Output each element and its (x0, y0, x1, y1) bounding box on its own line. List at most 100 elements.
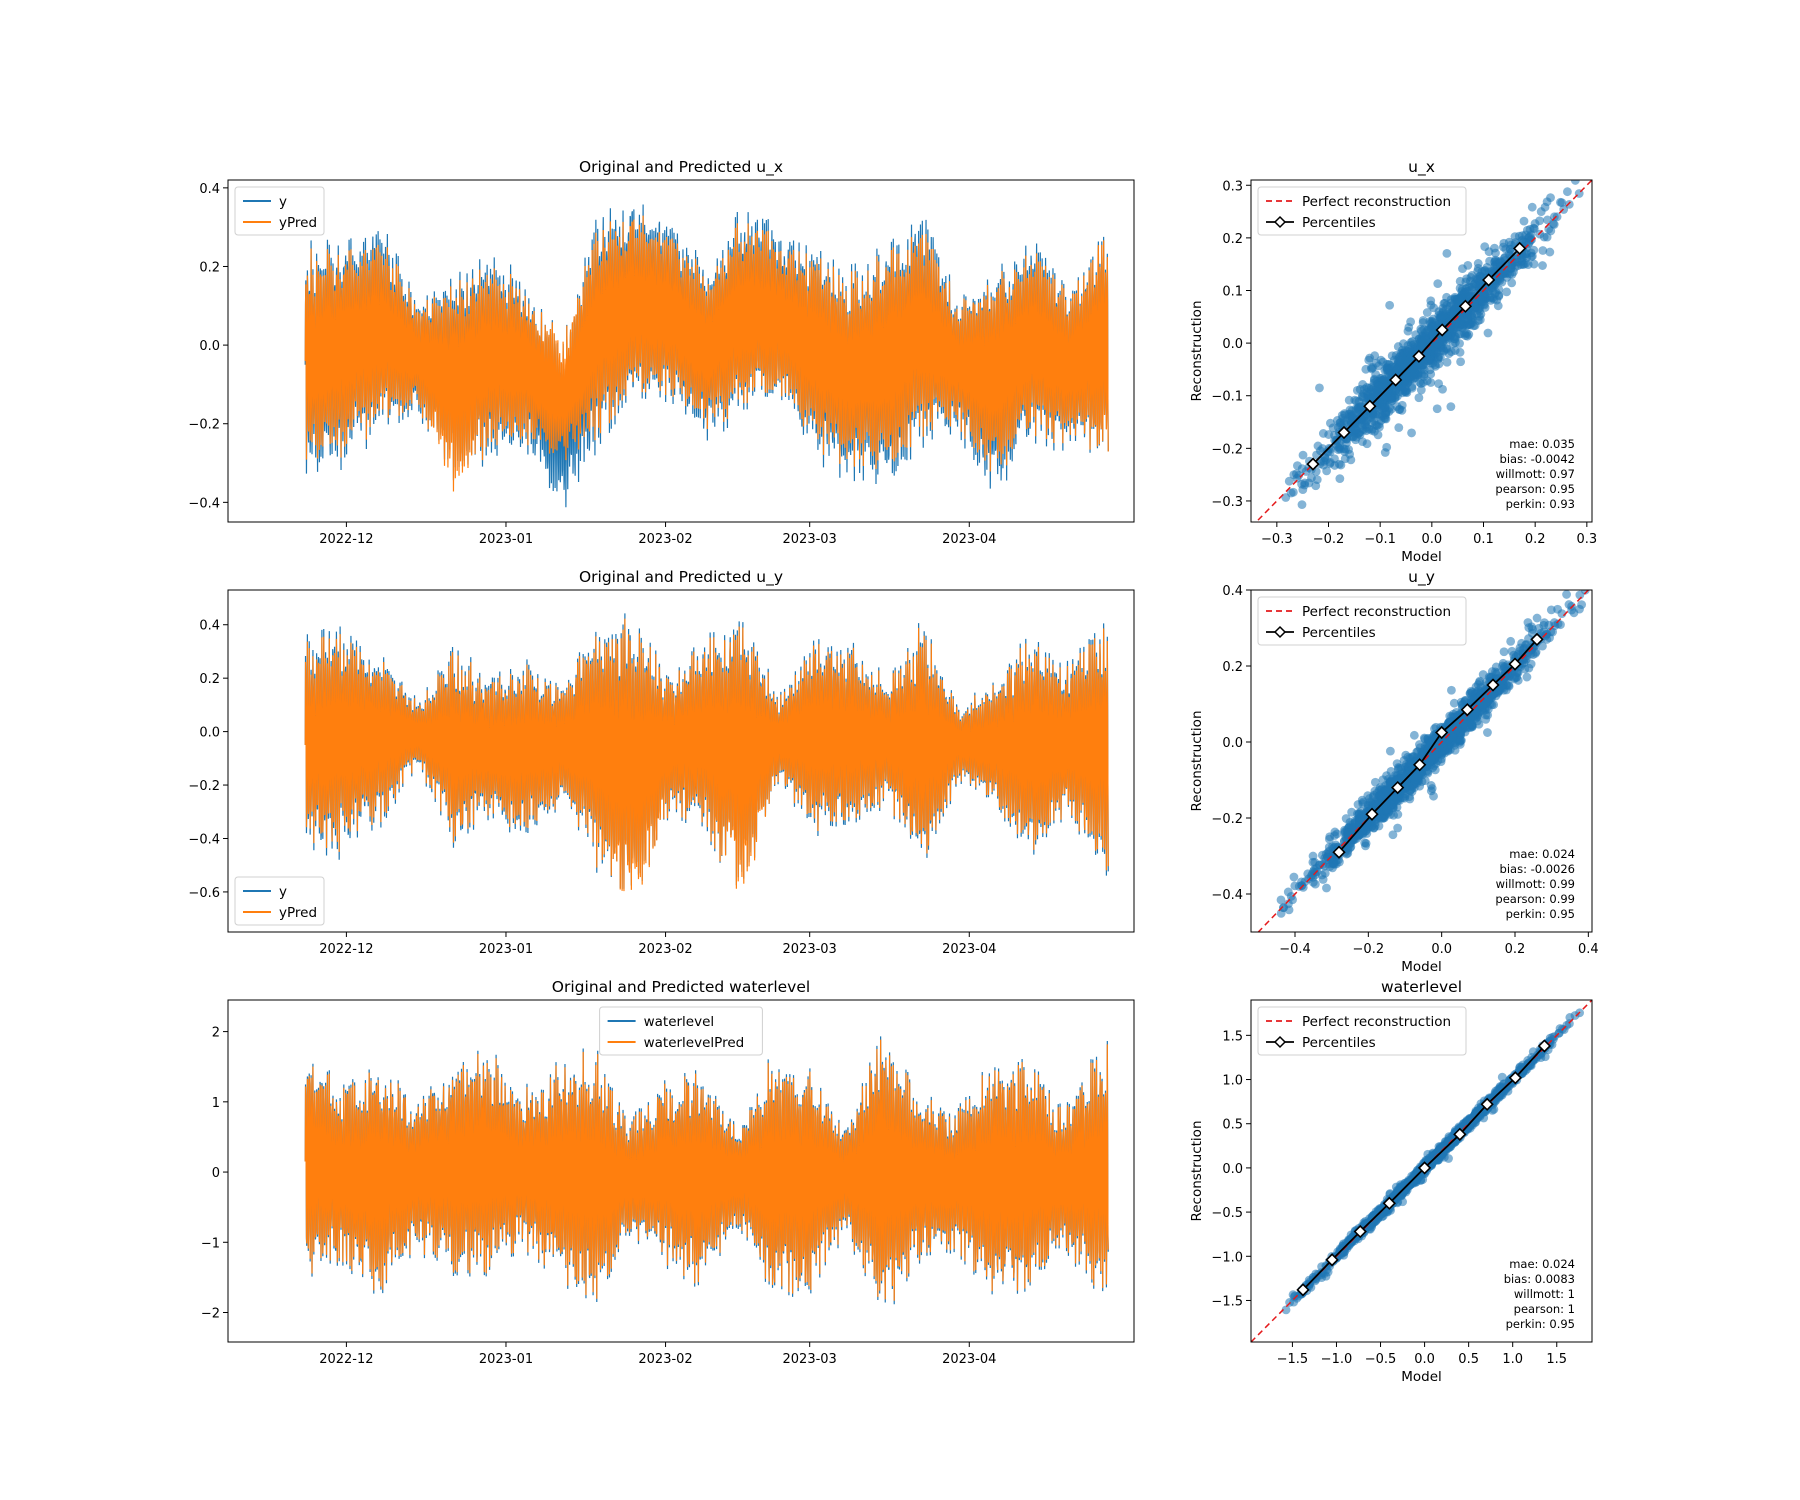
scatter-point (1455, 276, 1465, 286)
percentile-marker (1480, 1097, 1494, 1111)
percentile-marker (1337, 425, 1351, 440)
scatter-point (1449, 698, 1459, 708)
legend-label: yPred (279, 905, 317, 921)
scatter-point (1491, 287, 1501, 297)
scatter-point (1467, 687, 1477, 697)
timeseries-panel-1: 2022-12 2023-01 2023-02 2023-03 2023-04 −0.6 −… (188, 568, 1135, 957)
scatter-point (1517, 638, 1526, 648)
scatter-point (1289, 872, 1299, 882)
timeseries-panel-0: 2022-12 2023-01 2023-02 2023-03 2023-04 −0.4 −… (188, 158, 1135, 547)
stat-text: bias: 0.0083 (1504, 1272, 1575, 1286)
scatter-point (1376, 411, 1386, 421)
scatter-point (1363, 791, 1373, 801)
scatter-point (1538, 246, 1548, 255)
y-tick-label: 0 (212, 1166, 220, 1181)
percentile-marker (1453, 1127, 1467, 1141)
series-line-waterlevelPred (304, 1039, 1109, 1301)
y-tick-label: 0.4 (199, 619, 220, 634)
y-tick-label: −1.5 (1211, 1294, 1243, 1309)
scatter-point (1323, 848, 1333, 858)
scatter-point (1450, 334, 1460, 344)
percentile-marker (1382, 1196, 1396, 1210)
x-tick-label: 2023-01 (479, 532, 533, 547)
scatter-point (1364, 355, 1374, 365)
chart-title: waterlevel (1381, 978, 1462, 996)
scatter-point (1315, 383, 1324, 393)
percentile-marker (1332, 845, 1346, 859)
plot-frame (1250, 589, 1593, 933)
scatter-point (1298, 450, 1308, 460)
x-axis-label: Model (1401, 549, 1442, 565)
scatter-point (1290, 881, 1300, 891)
series-line-yPred (304, 618, 1109, 892)
scatter-point (1420, 333, 1430, 343)
scatter-point (1380, 402, 1390, 412)
scatter-point (1382, 805, 1391, 815)
y-tick-label: 0.0 (199, 726, 220, 741)
legend: Perfect reconstruction Percentiles (1257, 1006, 1467, 1056)
scatter-point (1430, 360, 1440, 370)
percentile-marker (1296, 1283, 1310, 1297)
scatter-point (1426, 781, 1436, 790)
y-tick-label: −0.2 (1211, 442, 1243, 457)
scatter-point (1401, 385, 1410, 395)
scatter-point (1414, 393, 1424, 403)
scatter-point (1393, 342, 1403, 351)
scatter-point (1539, 620, 1549, 630)
scatter-point (1348, 1233, 1358, 1242)
scatter-point (1518, 252, 1528, 262)
legend-label: Perfect reconstruction (1302, 604, 1451, 620)
scatter-point (1527, 235, 1536, 245)
scatter-point (1433, 279, 1443, 289)
scatter-point (1347, 807, 1357, 817)
y-tick-label: 0.2 (1222, 232, 1243, 247)
scatter-point (1465, 320, 1475, 330)
scatter-point (1441, 1144, 1451, 1154)
scatter-point (1333, 445, 1343, 455)
y-tick-label: −0.6 (188, 886, 220, 901)
percentile-marker (1389, 373, 1403, 387)
scatter-point (1543, 215, 1552, 225)
scatter-point (1320, 868, 1330, 878)
y-tick-label: −1.0 (1211, 1250, 1243, 1265)
scatter-point (1362, 439, 1372, 449)
scatter-point (1385, 746, 1395, 756)
stat-text: pearson: 0.95 (1495, 482, 1575, 496)
scatter-point (1456, 357, 1466, 367)
x-tick-label: 2023-02 (638, 1352, 692, 1367)
percentile-marker (1365, 807, 1379, 821)
x-tick-label: 2022-12 (319, 942, 373, 957)
y-tick-label: −2 (201, 1307, 220, 1322)
scatter-point (1409, 730, 1419, 740)
scatter-point (1330, 827, 1340, 837)
x-tick-label: −0.1 (1364, 532, 1396, 547)
legend-marker (1273, 215, 1287, 229)
x-tick-label: 0.3 (1576, 532, 1597, 547)
scatter-point (1499, 647, 1509, 657)
scatter-point (1483, 328, 1493, 338)
scatter-point (1388, 830, 1398, 840)
scatter-point (1492, 295, 1502, 305)
stat-text: perkin: 0.95 (1506, 907, 1575, 921)
scatter-point (1456, 736, 1466, 746)
x-tick-label: −1.0 (1321, 1352, 1353, 1367)
scatter-point (1358, 797, 1368, 807)
scatter-point (1452, 724, 1462, 734)
percentile-marker (1325, 1253, 1339, 1267)
scatter-point (1382, 771, 1391, 780)
y-axis-label: Reconstruction (1189, 710, 1205, 811)
stat-text: bias: -0.0026 (1500, 862, 1575, 876)
x-tick-label: 0.2 (1525, 532, 1546, 547)
scatter-point (1527, 1052, 1537, 1062)
x-tick-label: 2023-03 (783, 942, 837, 957)
stat-text: pearson: 0.99 (1495, 892, 1575, 906)
scatter-point (1313, 441, 1323, 451)
stat-text: willmott: 1 (1514, 1287, 1575, 1301)
scatter-point (1463, 260, 1473, 270)
scatter-point (1311, 481, 1321, 491)
x-tick-label: 2023-03 (783, 1352, 837, 1367)
scatter-point (1279, 903, 1288, 912)
